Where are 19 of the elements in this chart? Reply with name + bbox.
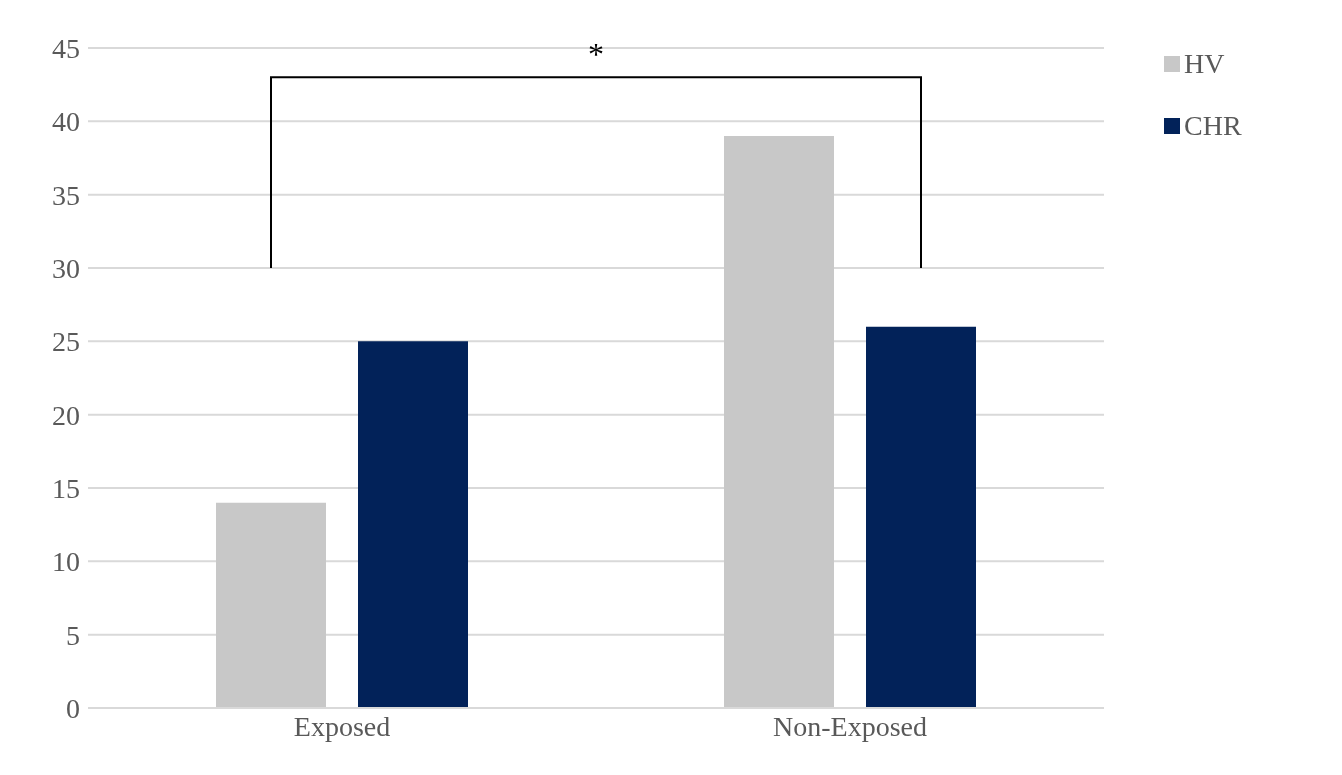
y-tick-label: 30 (52, 252, 80, 284)
bar (358, 341, 468, 708)
y-tick-label: 10 (52, 546, 80, 578)
y-tick-label: 5 (66, 619, 80, 651)
x-tick-label: Non-Exposed (773, 710, 927, 742)
y-tick-label: 25 (52, 326, 80, 358)
legend-label: CHR (1184, 110, 1242, 142)
y-tick-label: 35 (52, 179, 80, 211)
bar (724, 136, 834, 708)
bar (866, 326, 976, 708)
y-tick-label: 0 (66, 692, 80, 724)
x-tick-label: Exposed (293, 710, 391, 742)
y-tick-label: 45 (52, 32, 80, 64)
y-tick-label: 40 (52, 106, 80, 138)
y-tick-label: 15 (52, 472, 80, 504)
legend-label: HV (1184, 48, 1225, 80)
annotation: * (588, 36, 604, 73)
bar (216, 502, 326, 708)
y-tick-label: 20 (52, 399, 80, 431)
